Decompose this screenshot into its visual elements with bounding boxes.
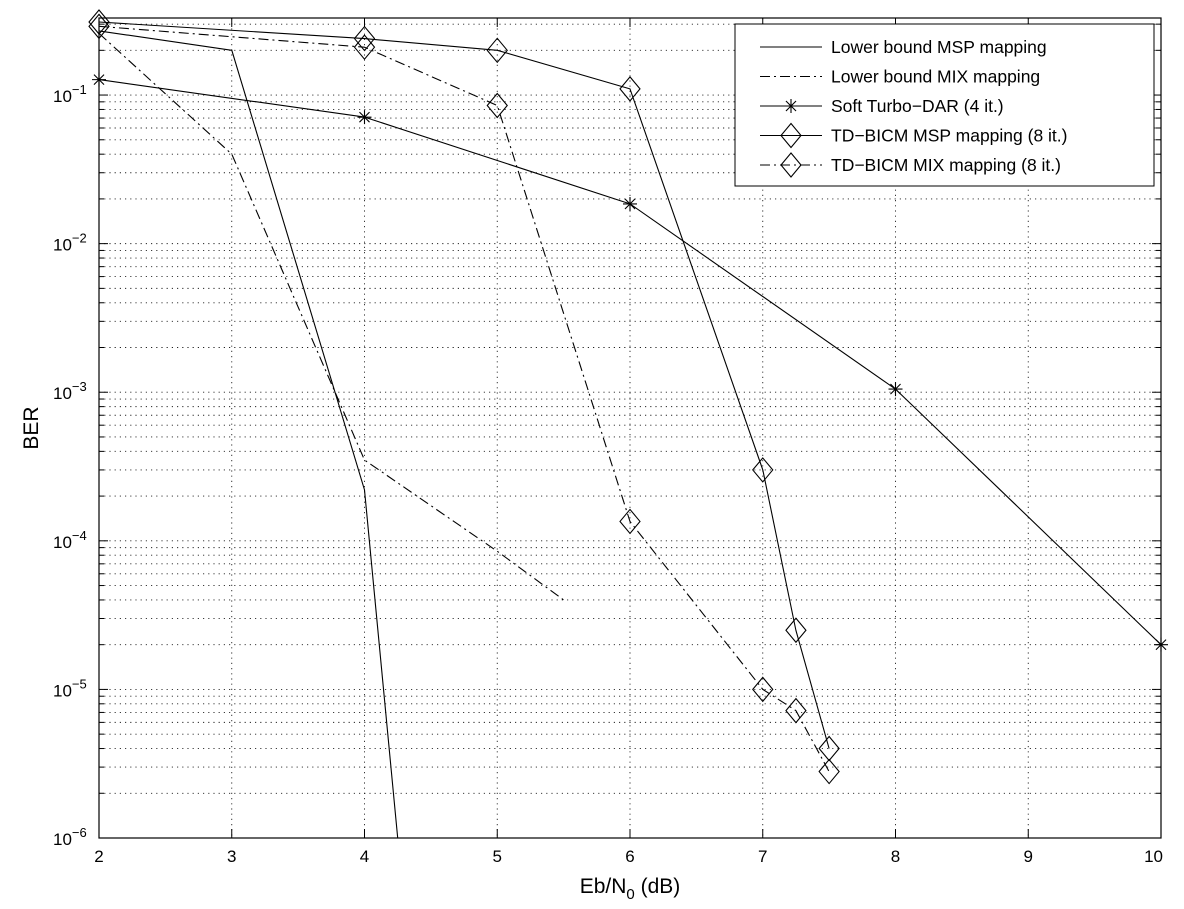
data-point	[619, 76, 641, 102]
y-axis-label: BER	[20, 406, 43, 449]
series-5	[88, 13, 840, 785]
data-point	[752, 457, 774, 483]
series-1	[98, 30, 399, 839]
data-point	[353, 25, 376, 52]
legend-box	[734, 23, 1155, 187]
series-line	[98, 32, 564, 601]
legend-marker	[780, 152, 802, 178]
data-point	[357, 110, 372, 125]
y-tick-label: 10−6	[53, 825, 87, 849]
legend-marker	[784, 99, 798, 113]
x-tick-labels: 2 3 4 5 6 7 8 9 10	[94, 847, 1163, 866]
y-tick-label: 10−4	[53, 528, 87, 552]
x-tick-label: 8	[891, 847, 900, 866]
x-axis-label-subscript: 0	[626, 886, 634, 903]
data-point	[785, 617, 807, 644]
legend-marker	[780, 122, 802, 149]
data-point	[818, 735, 840, 762]
x-tick-label: 10	[1144, 847, 1163, 866]
y-tick-label: 10−5	[53, 676, 87, 700]
x-tick-label: 6	[625, 847, 634, 866]
data-point	[619, 508, 641, 535]
x-tick-label: 9	[1024, 847, 1033, 866]
x-tick-label: 4	[360, 847, 369, 866]
data-point	[623, 196, 637, 211]
data-point	[785, 697, 807, 724]
data-point	[486, 37, 508, 64]
data-point	[486, 92, 508, 119]
series-line	[98, 30, 399, 839]
series-2	[98, 32, 564, 601]
legend-entry-4: TD−BICM MSP mapping (8 it.)	[760, 122, 1067, 149]
x-tick-label: 7	[758, 847, 767, 866]
x-axis-label-suffix: (dB)	[635, 875, 681, 898]
data-point	[752, 676, 774, 703]
x-axis-label: Eb/N0 (dB)	[580, 875, 681, 903]
data-point	[888, 382, 903, 397]
legend-entry-1: Lower bound MSP mapping	[760, 37, 1047, 57]
series-line	[98, 21, 830, 749]
legend-label: TD−BICM MIX mapping (8 it.)	[831, 155, 1061, 175]
legend-entry-2: Lower bound MIX mapping	[760, 67, 1040, 87]
y-tick-label: 10−2	[53, 231, 87, 255]
legend-entry-3: Soft Turbo−DAR (4 it.)	[760, 96, 1004, 116]
legend-entry-5: TD−BICM MIX mapping (8 it.)	[760, 152, 1061, 178]
ticks	[98, 18, 1162, 838]
x-tick-label: 2	[94, 847, 103, 866]
legend-label: Lower bound MIX mapping	[831, 67, 1040, 87]
y-tick-labels: 10−1 10−2 10−3 10−4 10−5 10−6	[53, 82, 87, 849]
series-line	[98, 25, 830, 772]
y-tick-label: 10−3	[53, 379, 87, 403]
x-tick-label: 5	[493, 847, 502, 866]
legend-label: Lower bound MSP mapping	[831, 37, 1047, 57]
x-tick-label: 3	[227, 847, 236, 866]
data-point	[353, 34, 376, 61]
legend-label: TD−BICM MSP mapping (8 it.)	[831, 126, 1067, 146]
data-point	[818, 758, 840, 785]
y-tick-label: 10−1	[53, 82, 87, 106]
legend-label: Soft Turbo−DAR (4 it.)	[831, 96, 1004, 116]
legend: Lower bound MSP mapping Lower bound MIX m…	[734, 23, 1155, 187]
